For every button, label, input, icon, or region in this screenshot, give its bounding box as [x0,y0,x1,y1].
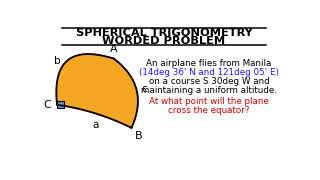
Text: C: C [44,100,52,110]
Bar [57,101,64,108]
Text: on a course S 30deg W and: on a course S 30deg W and [148,77,269,86]
Text: SPHERICAL TRIGONOMETRY: SPHERICAL TRIGONOMETRY [76,28,252,38]
Text: c: c [142,84,148,94]
Text: cross the equator?: cross the equator? [168,106,250,115]
Polygon shape [56,54,138,128]
Text: B: B [135,131,143,141]
Text: (14deg 36' N and 121deg 05' E): (14deg 36' N and 121deg 05' E) [139,68,279,77]
Text: A: A [110,44,117,54]
Text: a: a [92,120,99,130]
Text: WORDED PROBLEM: WORDED PROBLEM [102,36,226,46]
Text: An airplane flies from Manila: An airplane flies from Manila [146,58,272,68]
Text: maintaining a uniform altitude.: maintaining a uniform altitude. [141,86,277,95]
Text: At what point will the plane: At what point will the plane [149,97,269,106]
Text: b: b [53,56,60,66]
